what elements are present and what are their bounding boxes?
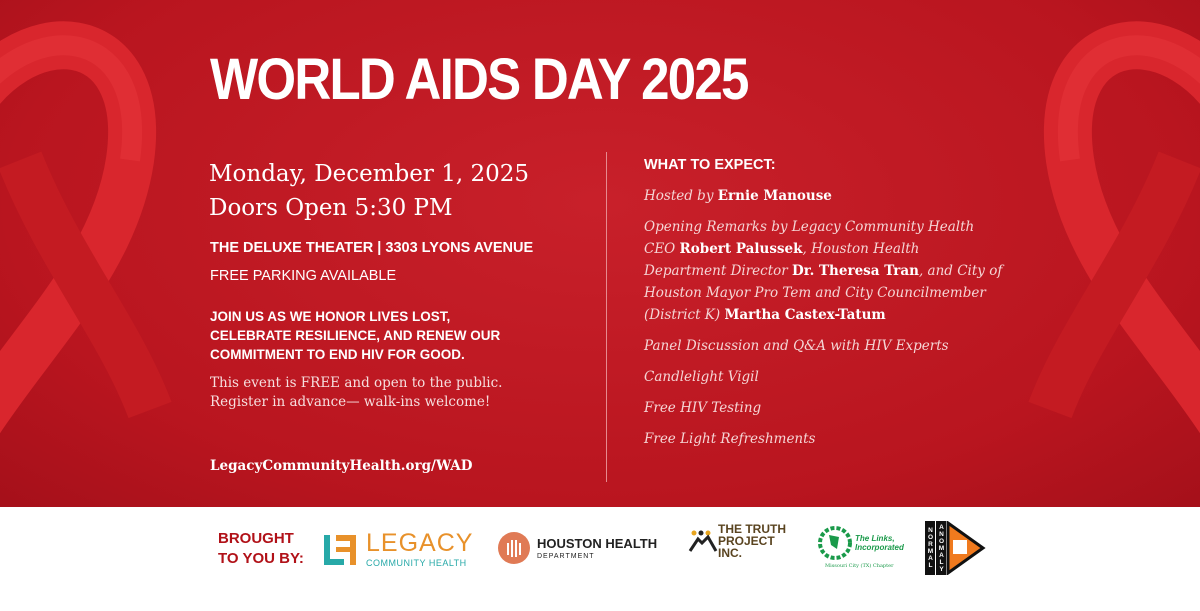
venue: THE DELUXE THEATER | 3303 LYONS AVENUE bbox=[210, 240, 534, 256]
parking-note: FREE PARKING AVAILABLE bbox=[210, 268, 397, 284]
sponsor-footer: BROUGHT TO YOU BY: LEGACY COMMUNITY HEAL… bbox=[0, 507, 1200, 611]
truth-project-logo: THE TRUTH PROJECT INC. bbox=[688, 523, 788, 559]
houston-health-logo: HOUSTON HEALTH DEPARTMENT bbox=[497, 531, 657, 565]
event-date: Monday, December 1, 2025 bbox=[209, 161, 529, 187]
event-date-block: Monday, December 1, 2025 Doors Open 5:30… bbox=[209, 157, 529, 225]
join-message: JOIN US AS WE HONOR LIVES LOST, CELEBRAT… bbox=[210, 307, 500, 364]
free-line: This event is FREE and open to the publi… bbox=[210, 375, 503, 391]
normal-anomaly-mark-icon bbox=[925, 521, 986, 575]
remarks-text: Opening Remarks by Legacy Community Heal… bbox=[644, 219, 975, 257]
expect-item: Free HIV Testing bbox=[644, 400, 762, 416]
speaker-name: Martha Castex-Tatum bbox=[724, 307, 886, 323]
event-title: WORLD AIDS DAY 2025 bbox=[210, 47, 749, 112]
legacy-name: LEGACY bbox=[366, 529, 474, 557]
houston-sub: DEPARTMENT bbox=[537, 552, 595, 560]
expect-item: Panel Discussion and Q&A with HIV Expert… bbox=[644, 338, 949, 354]
brought-line: BROUGHT bbox=[218, 530, 294, 547]
host-name: Ernie Manouse bbox=[717, 188, 832, 204]
normal-anomaly-logo: NORMAL ANOMALY bbox=[925, 521, 987, 575]
truth-project-name: THE TRUTH PROJECT INC. bbox=[718, 522, 786, 560]
expect-item: Free Light Refreshments bbox=[644, 431, 816, 447]
expect-item: Candlelight Vigil bbox=[644, 369, 759, 385]
legacy-logo: LEGACY COMMUNITY HEALTH bbox=[322, 531, 473, 568]
red-ribbon-right-icon bbox=[1028, 21, 1200, 434]
speaker-name: Robert Palussek bbox=[679, 241, 803, 257]
houston-name: HOUSTON HEALTH bbox=[537, 535, 658, 551]
expect-item-host: Hosted by Ernie Manouse bbox=[644, 185, 1004, 207]
join-line: CELEBRATE RESILIENCE, AND RENEW OUR bbox=[210, 328, 501, 343]
join-line: JOIN US AS WE HONOR LIVES LOST, bbox=[210, 309, 451, 324]
host-prefix: Hosted by bbox=[644, 188, 718, 204]
event-url-link[interactable]: LegacyCommunityHealth.org/WAD bbox=[210, 458, 473, 474]
links-sub: Missouri City (TX) Chapter bbox=[825, 563, 894, 569]
free-line: Register in advance— walk-ins welcome! bbox=[210, 394, 491, 410]
what-to-expect-heading: WHAT TO EXPECT: bbox=[644, 157, 776, 173]
legacy-mark-icon bbox=[324, 534, 356, 565]
doors-open-time: Doors Open 5:30 PM bbox=[209, 195, 453, 221]
divider bbox=[606, 152, 607, 482]
truth-project-mark-icon bbox=[688, 530, 718, 552]
event-banner: WORLD AIDS DAY 2025 Monday, December 1, … bbox=[0, 0, 1200, 507]
remarks-text: , and City of Houston Mayor Pro Tem and … bbox=[644, 263, 1003, 323]
expect-item-remarks: Opening Remarks by Legacy Community Heal… bbox=[644, 216, 1004, 326]
links-globe-icon bbox=[818, 526, 852, 560]
normal-anomaly-name: NORMAL ANOMALY bbox=[927, 523, 945, 573]
links-inc-logo: The Links, Incorporated Missouri City (T… bbox=[815, 523, 904, 569]
join-line: COMMITMENT TO END HIV FOR GOOD. bbox=[210, 347, 465, 362]
houston-health-mark-icon bbox=[498, 532, 530, 564]
legacy-sub: COMMUNITY HEALTH bbox=[366, 558, 467, 568]
what-to-expect: WHAT TO EXPECT: Hosted by Ernie Manouse … bbox=[644, 157, 1004, 459]
brought-line: TO YOU BY: bbox=[218, 550, 304, 567]
brought-to-you-by: BROUGHT TO YOU BY: bbox=[218, 529, 304, 569]
remarks-text: , Houston Health Department Director bbox=[644, 241, 920, 279]
free-event-note: This event is FREE and open to the publi… bbox=[210, 374, 502, 412]
links-name: The Links, Incorporated bbox=[855, 534, 904, 552]
speaker-name: Dr. Theresa Tran bbox=[792, 263, 919, 279]
red-ribbon-left-icon bbox=[0, 21, 172, 434]
